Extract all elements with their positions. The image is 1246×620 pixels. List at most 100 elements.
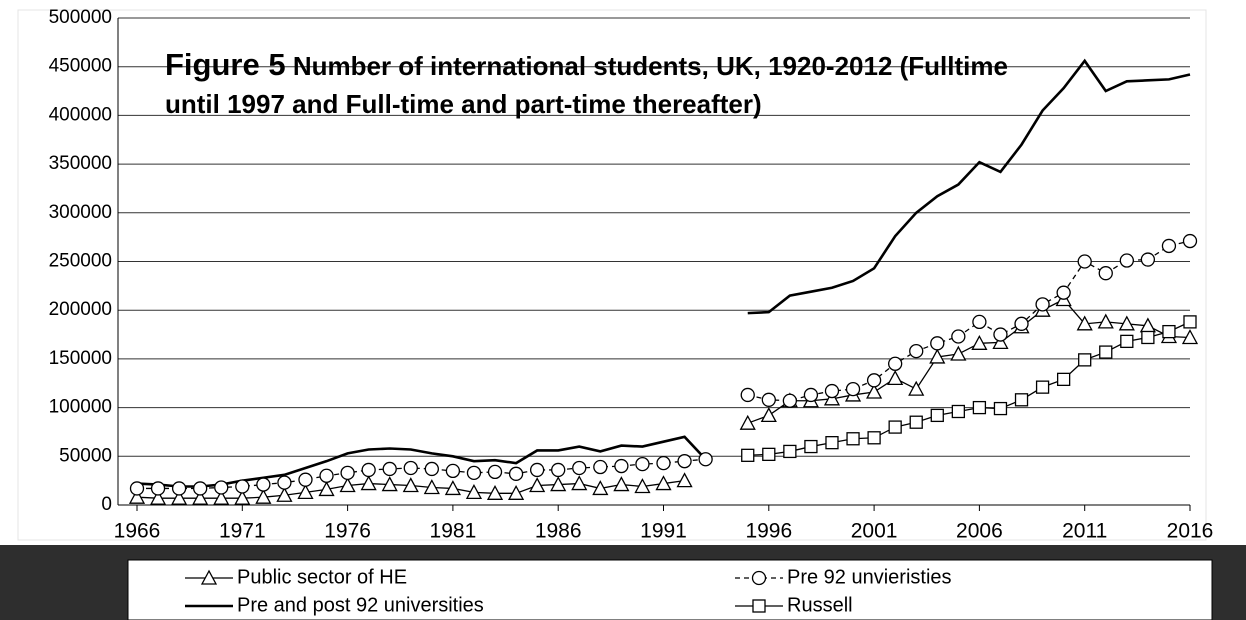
marker: [971, 334, 988, 350]
y-tick-label: 200000: [49, 299, 112, 320]
marker: [298, 472, 313, 487]
legend-box: [127, 559, 1213, 620]
y-tick-label: 150000: [49, 348, 112, 369]
marker: [1120, 334, 1134, 349]
legend-label: Russell: [787, 594, 853, 616]
marker: [339, 477, 356, 493]
legend-label: Public sector of HE: [237, 566, 407, 588]
marker: [909, 415, 923, 429]
marker: [255, 488, 272, 504]
marker: [319, 468, 334, 483]
chart-title: Figure 5: [165, 47, 286, 82]
marker: [572, 460, 587, 476]
marker: [444, 480, 461, 496]
marker: [824, 383, 840, 399]
marker: [698, 452, 713, 467]
marker: [655, 475, 672, 491]
marker: [782, 393, 798, 408]
marker: [1098, 266, 1113, 281]
marker: [635, 456, 650, 472]
marker: [1141, 330, 1155, 345]
x-tick-label: 1966: [114, 520, 161, 543]
marker: [551, 462, 566, 478]
marker: [424, 461, 439, 477]
marker: [803, 387, 819, 403]
marker: [930, 336, 945, 351]
marker: [909, 343, 924, 359]
marker: [613, 476, 630, 492]
marker: [1056, 372, 1071, 387]
marker: [993, 327, 1008, 342]
marker: [992, 333, 1009, 349]
x-tick-label: 1991: [640, 520, 687, 543]
marker: [403, 460, 418, 476]
marker: [1097, 313, 1114, 329]
marker: [951, 404, 965, 419]
marker: [866, 373, 882, 388]
plot: 0 50000 100000 150000 200000 250000 300000 3500…: [49, 7, 1214, 543]
marker: [752, 599, 766, 613]
marker: [656, 455, 671, 471]
marker: [200, 569, 218, 585]
marker: [340, 465, 355, 481]
marker: [465, 483, 483, 499]
marker: [213, 489, 230, 505]
marker: [1077, 254, 1092, 269]
y-tick-label: 50000: [59, 445, 112, 466]
marker: [761, 392, 776, 407]
marker: [592, 480, 609, 496]
marker: [762, 447, 776, 462]
marker: [823, 390, 841, 406]
marker: [1118, 315, 1135, 331]
marker: [361, 462, 376, 478]
marker: [1140, 252, 1156, 267]
marker: [634, 478, 651, 494]
marker: [214, 480, 229, 495]
legend-label: Pre and post 92 universities: [237, 594, 484, 616]
marker: [950, 345, 967, 361]
marker: [951, 329, 966, 344]
x-tick-label: 1986: [535, 520, 582, 543]
marker: [741, 448, 755, 462]
marker: [171, 489, 188, 505]
marker: [1183, 315, 1197, 329]
marker: [614, 458, 629, 474]
series-line: [747, 321, 1191, 456]
series-line: [137, 240, 1191, 490]
marker: [128, 488, 146, 504]
marker: [571, 475, 588, 491]
marker: [382, 461, 397, 477]
marker: [740, 387, 755, 403]
marker: [1181, 329, 1199, 345]
y-tick-label: 400000: [49, 104, 112, 125]
y-tick-label: 0: [101, 494, 112, 515]
marker: [529, 477, 546, 493]
marker: [1014, 393, 1029, 407]
marker: [277, 475, 292, 490]
x-tick-label: 2011: [1062, 520, 1107, 543]
x-tick-label: 1996: [745, 520, 792, 543]
marker: [487, 464, 503, 480]
legend-label: Pre 92 unvieristies: [787, 566, 952, 588]
marker: [550, 476, 567, 492]
marker: [866, 383, 883, 399]
marker: [1076, 315, 1093, 331]
x-tick-label: 1971: [219, 520, 266, 543]
marker: [677, 454, 692, 469]
marker: [256, 477, 271, 492]
marker: [972, 400, 987, 415]
marker: [381, 476, 398, 492]
marker: [318, 481, 335, 497]
marker: [930, 408, 944, 423]
y-tick-label: 100000: [49, 397, 112, 418]
y-tick-label: 500000: [49, 7, 112, 28]
marker: [1162, 324, 1176, 339]
y-tick-label: 350000: [49, 153, 112, 174]
x-tick-label: 1981: [430, 520, 477, 543]
marker: [192, 489, 209, 505]
marker: [845, 381, 861, 397]
marker: [593, 459, 608, 475]
marker: [1182, 233, 1198, 249]
